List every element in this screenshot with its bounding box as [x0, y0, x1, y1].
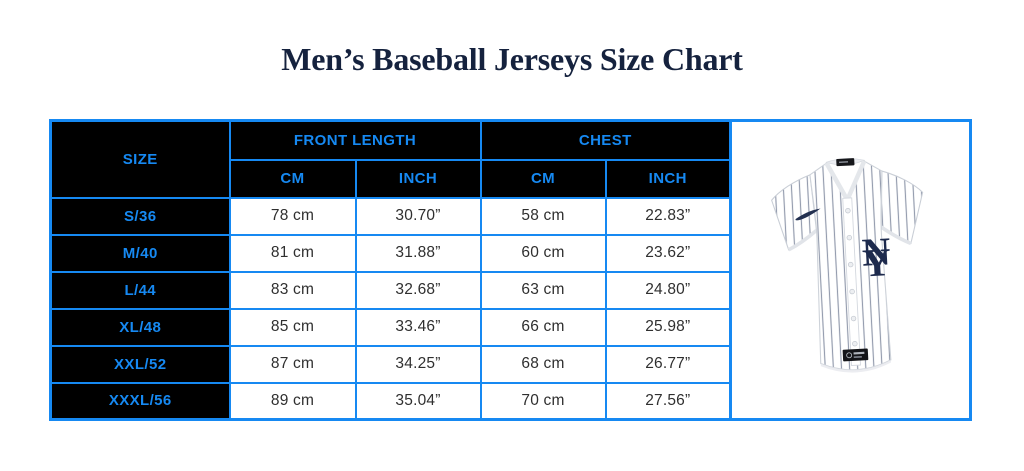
size-chart-table: SIZE FRONT LENGTH CHEST CM INCH CM INCH … — [49, 119, 733, 421]
chest-inch-value: 25.98” — [604, 307, 732, 347]
chest-cm-value: 58 cm — [479, 196, 607, 236]
front-length-inch-value: 30.70” — [354, 196, 482, 236]
svg-text:N: N — [860, 229, 891, 274]
size-label: S/36 — [49, 196, 231, 236]
page-title: Men’s Baseball Jerseys Size Chart — [281, 41, 743, 77]
front-length-inch-value: 34.25” — [354, 344, 482, 384]
chest-inch-value: 26.77” — [604, 344, 732, 384]
jersey-hem — [820, 359, 891, 373]
unit-header-chest-inch: INCH — [604, 158, 732, 199]
front-length-inch-value: 35.04” — [354, 381, 482, 421]
chest-inch-value: 24.80” — [604, 270, 732, 310]
jersey-product-image: N Y — [770, 158, 923, 373]
size-label: XL/48 — [49, 307, 231, 347]
ny-interlocking-logo: N Y — [860, 229, 892, 285]
table-row: XXL/52 87 cm 34.25” 68 cm 26.77” — [49, 344, 732, 384]
svg-text:Y: Y — [861, 240, 892, 285]
size-label: XXXL/56 — [49, 381, 231, 421]
table-row: XXXL/56 89 cm 35.04” 70 cm 27.56” — [49, 381, 732, 421]
front-length-cm-value: 89 cm — [228, 381, 357, 421]
chest-cm-value: 66 cm — [479, 307, 607, 347]
chest-inch-value: 22.83” — [604, 196, 732, 236]
unit-header-front-cm: CM — [228, 158, 357, 199]
column-header-chest: CHEST — [479, 119, 732, 161]
jersey-jock-tag — [842, 348, 868, 362]
nike-swoosh-icon — [794, 208, 821, 221]
front-length-inch-value: 32.68” — [354, 270, 482, 310]
front-length-cm-value: 78 cm — [228, 196, 357, 236]
chest-cm-value: 68 cm — [479, 344, 607, 384]
size-label: L/44 — [49, 270, 231, 310]
front-length-cm-value: 81 cm — [228, 233, 357, 273]
column-header-front-length: FRONT LENGTH — [228, 119, 482, 161]
jersey-image-panel: N Y — [729, 119, 972, 421]
chest-inch-value: 27.56” — [604, 381, 732, 421]
jersey-buttons — [844, 207, 858, 347]
front-length-cm-value: 85 cm — [228, 307, 357, 347]
front-length-cm-value: 87 cm — [228, 344, 357, 384]
table-row: M/40 81 cm 31.88” 60 cm 23.62” — [49, 233, 732, 273]
table-row: S/36 78 cm 30.70” 58 cm 22.83” — [49, 196, 732, 236]
unit-header-chest-cm: CM — [479, 158, 607, 199]
column-header-size: SIZE — [49, 119, 231, 199]
front-length-inch-value: 33.46” — [354, 307, 482, 347]
front-length-inch-value: 31.88” — [354, 233, 482, 273]
front-length-cm-value: 83 cm — [228, 270, 357, 310]
chest-cm-value: 70 cm — [479, 381, 607, 421]
chest-cm-value: 60 cm — [479, 233, 607, 273]
size-label: M/40 — [49, 233, 231, 273]
jersey-placket — [841, 197, 861, 366]
chest-inch-value: 23.62” — [604, 233, 732, 273]
unit-header-front-inch: INCH — [354, 158, 482, 199]
size-label: XXL/52 — [49, 344, 231, 384]
chest-cm-value: 63 cm — [479, 270, 607, 310]
table-row: XL/48 85 cm 33.46” 66 cm 25.98” — [49, 307, 732, 347]
table-row: L/44 83 cm 32.68” 63 cm 24.80” — [49, 270, 732, 310]
